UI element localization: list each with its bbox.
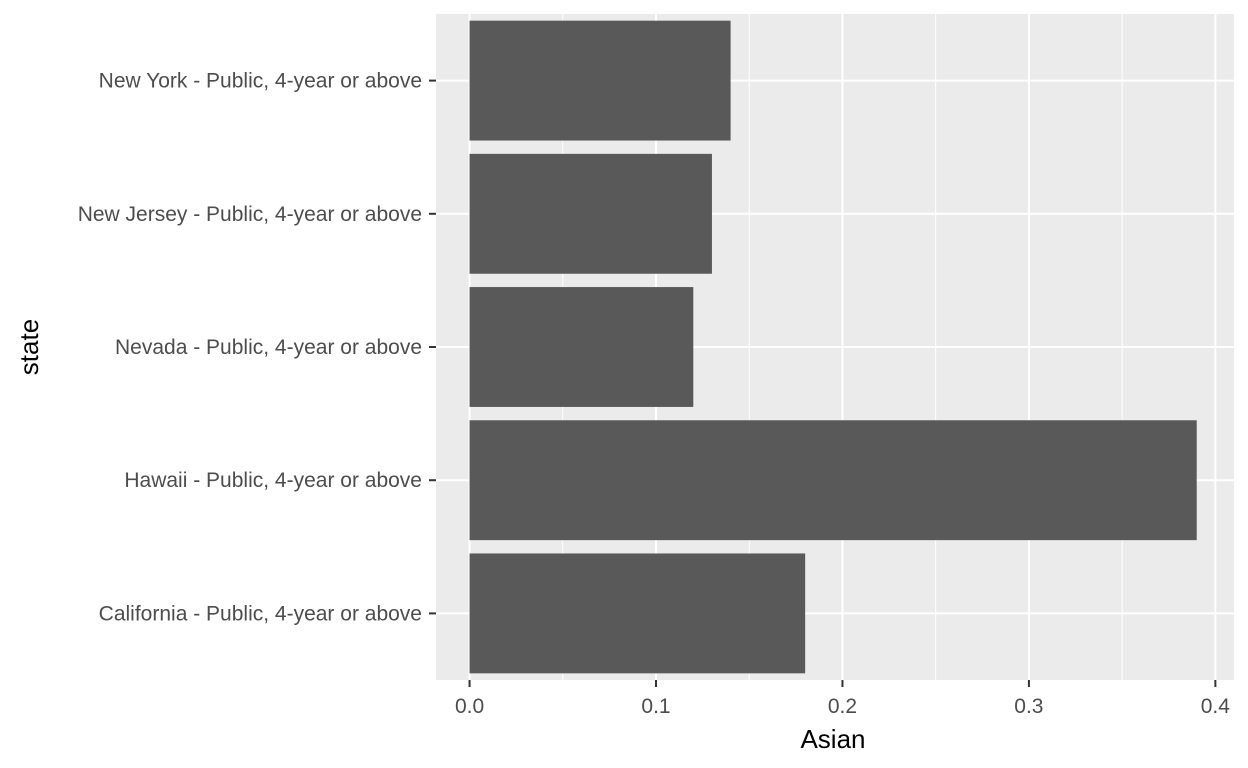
x-tick-label: 0.4	[1201, 695, 1231, 718]
x-axis: 0.0 0.1 0.2 0.3 0.4	[455, 680, 1230, 718]
bar	[469, 553, 806, 674]
bar	[469, 420, 1197, 541]
y-axis: New York - Public, 4-year or above New Je…	[78, 70, 436, 625]
y-tick-label: New Jersey - Public, 4-year or above	[78, 203, 422, 226]
y-tick-label: California - Public, 4-year or above	[99, 602, 422, 625]
bar	[469, 20, 731, 141]
y-axis-title: state	[14, 319, 44, 375]
x-tick-label: 0.0	[455, 695, 484, 718]
bars	[469, 20, 1197, 674]
y-tick-label: Nevada - Public, 4-year or above	[115, 336, 422, 359]
x-axis-title: Asian	[800, 724, 865, 754]
y-tick-label: Hawaii - Public, 4-year or above	[124, 469, 422, 492]
bar	[469, 153, 712, 274]
x-tick-label: 0.3	[1014, 695, 1043, 718]
bar	[469, 287, 694, 407]
x-tick-label: 0.1	[641, 695, 670, 718]
y-tick-label: New York - Public, 4-year or above	[99, 70, 422, 93]
x-tick-label: 0.2	[828, 695, 857, 718]
